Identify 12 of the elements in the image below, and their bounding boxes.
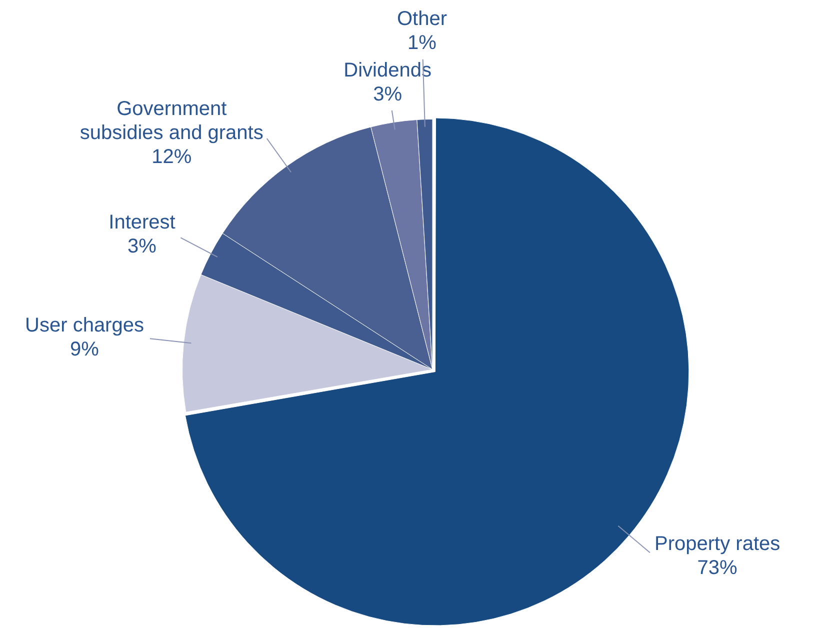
slice-label: User charges bbox=[25, 314, 144, 336]
slice-label: Dividends bbox=[344, 59, 432, 82]
data-label: 12% bbox=[152, 146, 192, 168]
data-label: 73% bbox=[697, 556, 738, 579]
data-label: 1% bbox=[408, 32, 437, 54]
data-label: 3% bbox=[373, 83, 402, 106]
slice-label: Other bbox=[396, 8, 448, 30]
data-label: 9% bbox=[70, 338, 100, 360]
slice-label: Government subsidies and grants bbox=[80, 98, 264, 144]
data-label: 3% bbox=[128, 235, 157, 258]
slice-label: Interest bbox=[108, 211, 176, 234]
slice-label: Property rates bbox=[654, 532, 780, 555]
